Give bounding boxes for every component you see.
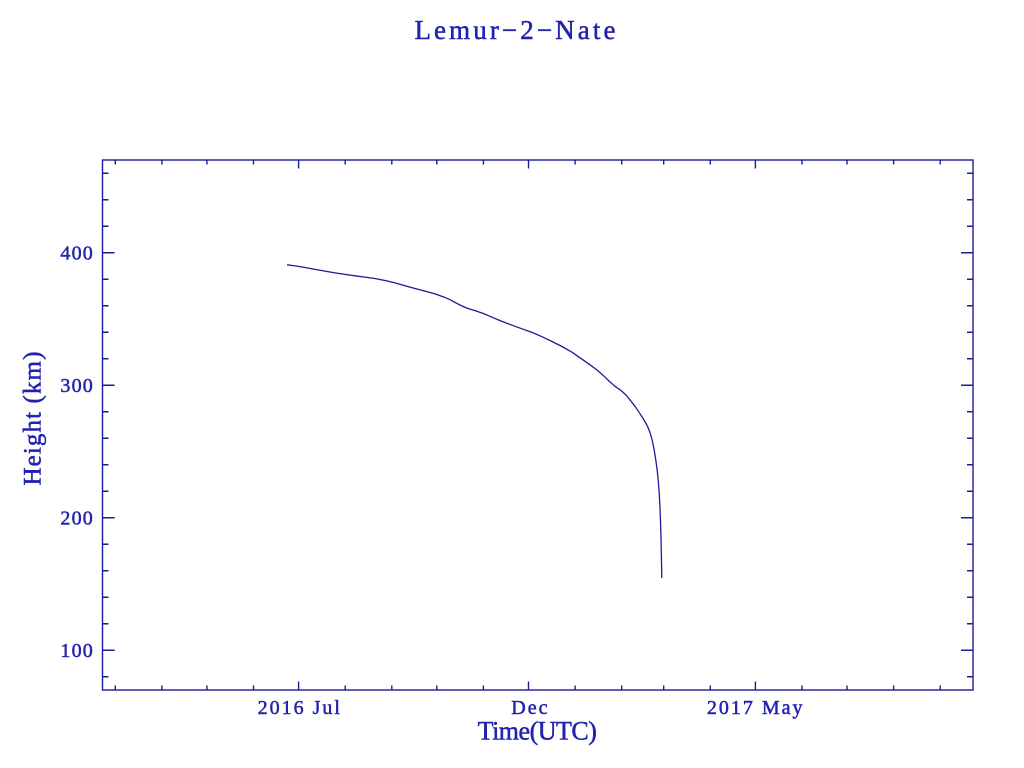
svg-text:Lemur−2−Nate: Lemur−2−Nate	[414, 15, 618, 45]
svg-text:2016 Jul: 2016 Jul	[258, 697, 342, 719]
svg-text:Height (km): Height (km)	[20, 351, 47, 486]
svg-text:Dec: Dec	[511, 697, 549, 719]
svg-text:400: 400	[60, 243, 94, 265]
svg-text:Time(UTC): Time(UTC)	[478, 717, 597, 746]
svg-text:200: 200	[60, 508, 94, 530]
svg-text:2017 May: 2017 May	[707, 697, 805, 719]
svg-text:300: 300	[60, 375, 94, 397]
svg-text:100: 100	[60, 640, 94, 662]
